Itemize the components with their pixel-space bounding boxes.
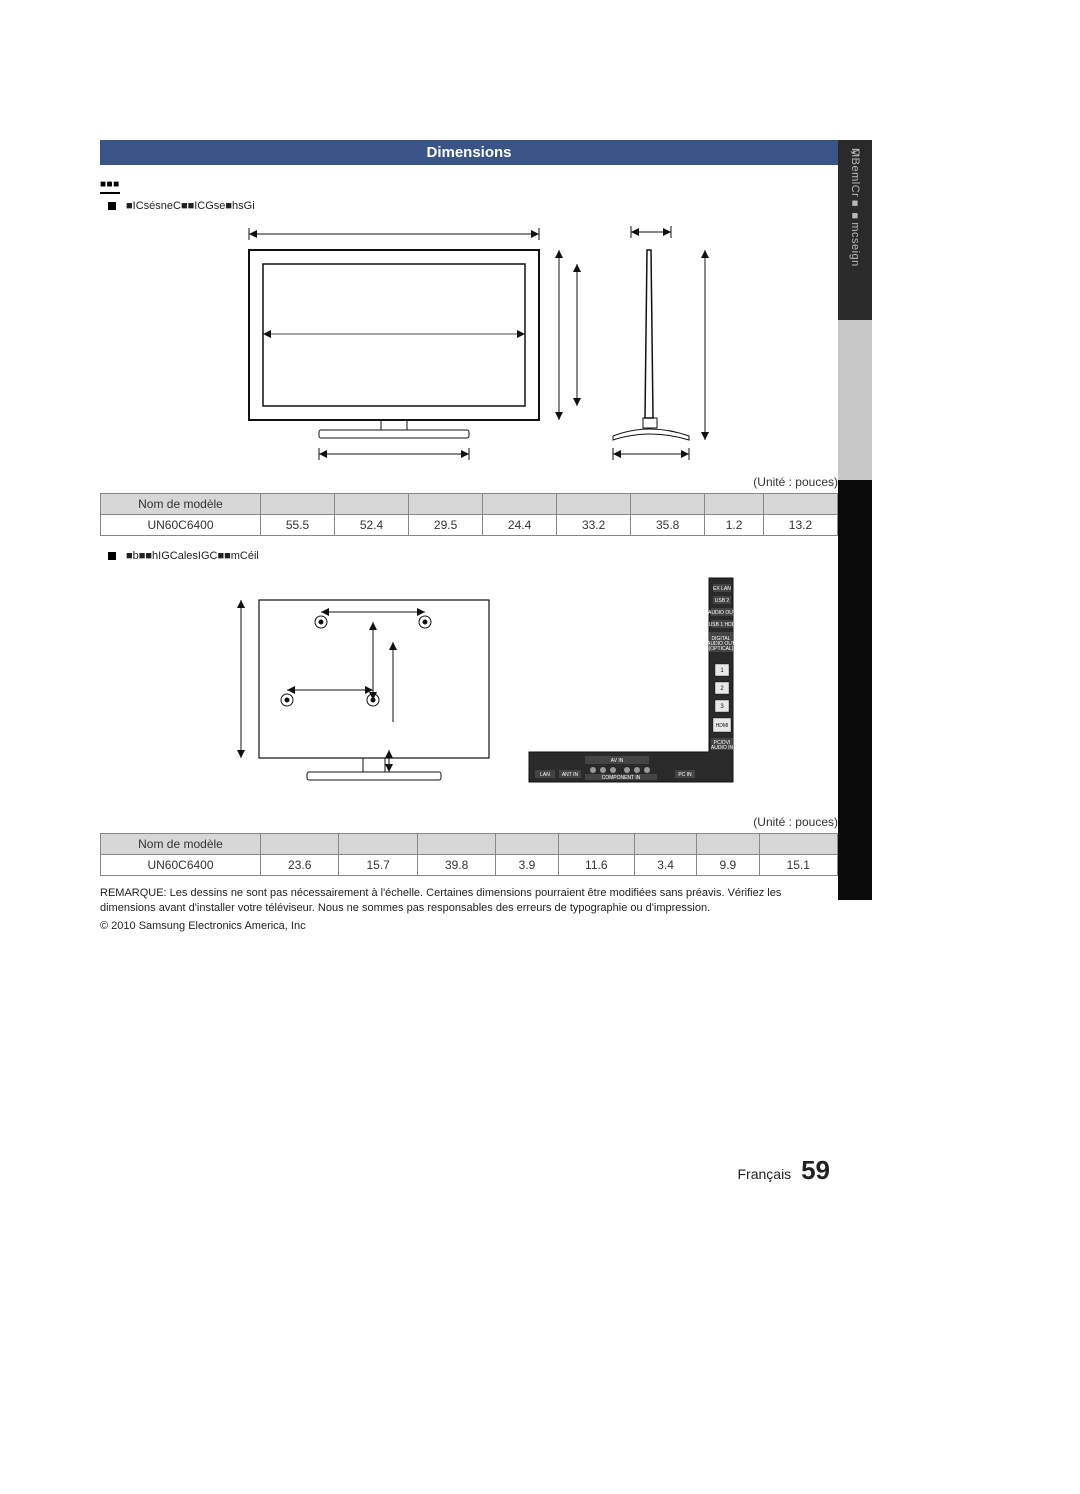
unit-label-2: (Unité : pouces) <box>100 815 838 829</box>
subsection-heading-2: ■b■■hIGCalesIGC■■mCéil <box>100 550 838 562</box>
subsection-2-text: ■b■■hIGCalesIGC■■mCéil <box>126 550 259 562</box>
svg-text:USB 1 HDD: USB 1 HDD <box>709 622 736 628</box>
page-title: Dimensions <box>100 140 838 165</box>
svg-text:AUDIO IN: AUDIO IN <box>711 745 734 751</box>
svg-text:(OPTICAL): (OPTICAL) <box>709 646 734 652</box>
svg-text:COMPONENT IN: COMPONENT IN <box>602 775 641 781</box>
bullet-square-icon <box>108 552 116 560</box>
copyright-text: © 2010 Samsung Electronics America, Inc <box>100 919 838 934</box>
col-model: Nom de modèle <box>101 494 261 515</box>
table-row: UN60C6400 23.6 15.7 39.8 3.9 11.6 3.4 9.… <box>101 855 838 876</box>
table-header-row: Nom de modèle <box>101 834 838 855</box>
section-underline-label: ■■■ <box>100 179 120 194</box>
side-black-bar <box>838 480 872 900</box>
svg-text:AUDIO OUT: AUDIO OUT <box>708 610 736 616</box>
footer-page-number: 59 <box>801 1155 830 1185</box>
diagram-rear-jackpanel: EX LAN USB 2 AUDIO OUT USB 1 HDD DIGITAL… <box>100 572 838 807</box>
table-row: UN60C6400 55.5 52.4 29.5 24.4 33.2 35.8 … <box>101 515 838 536</box>
svg-text:ANT IN: ANT IN <box>562 772 579 778</box>
bullet-square-icon <box>108 202 116 210</box>
svg-text:USB 2: USB 2 <box>715 598 730 604</box>
svg-text:PC IN: PC IN <box>678 772 692 778</box>
table-header-row: Nom de modèle <box>101 494 838 515</box>
side-tab-text: MBemlCr■■mcseign <box>849 148 861 267</box>
side-tab: ⟲ MBemlCr■■mcseign <box>838 140 872 456</box>
diagram-front-side-view <box>100 222 838 467</box>
page-content: Dimensions ■■■ ■ICsésneC■■ICGse■hsGi <box>100 140 838 934</box>
page-footer: Français 59 <box>738 1155 831 1186</box>
subsection-1-text: ■ICsésneC■■ICGse■hsGi <box>126 200 255 212</box>
svg-text:LAN: LAN <box>540 772 550 778</box>
svg-text:EX LAN: EX LAN <box>713 586 731 592</box>
svg-text:HDMI: HDMI <box>716 723 729 729</box>
dimensions-table-2: Nom de modèle UN60C6400 23.6 15.7 39.8 3… <box>100 833 838 876</box>
dimensions-table-1: Nom de modèle UN60C6400 55.5 52.4 29.5 2… <box>100 493 838 536</box>
side-tab-dark: ⟲ MBemlCr■■mcseign <box>838 140 872 320</box>
unit-label-1: (Unité : pouces) <box>100 475 838 489</box>
remark-text: REMARQUE: Les dessins ne sont pas nécess… <box>100 886 838 917</box>
subsection-heading-1: ■ICsésneC■■ICGse■hsGi <box>100 200 838 212</box>
svg-text:AV IN: AV IN <box>611 758 624 764</box>
footer-lang: Français <box>738 1166 792 1182</box>
